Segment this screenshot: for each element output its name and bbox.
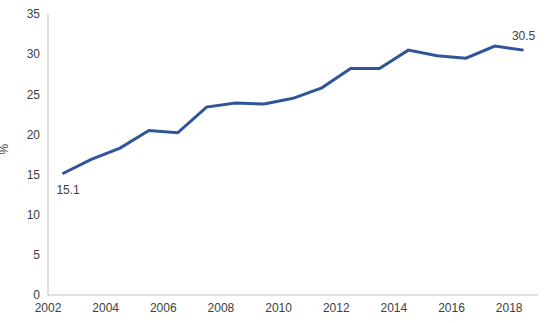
svg-text:2016: 2016 (438, 301, 465, 315)
svg-text:15.1: 15.1 (56, 183, 80, 197)
svg-text:30.5: 30.5 (512, 29, 536, 43)
svg-text:10: 10 (27, 208, 41, 222)
svg-text:2004: 2004 (92, 301, 119, 315)
svg-text:35: 35 (27, 7, 41, 21)
svg-text:%: % (8, 144, 11, 155)
svg-text:20: 20 (27, 128, 41, 142)
svg-text:5: 5 (33, 248, 40, 262)
svg-text:2018: 2018 (496, 301, 523, 315)
svg-text:2010: 2010 (265, 301, 292, 315)
svg-text:2014: 2014 (381, 301, 408, 315)
svg-text:15: 15 (27, 168, 41, 182)
svg-text:2006: 2006 (150, 301, 177, 315)
svg-text:25: 25 (27, 88, 41, 102)
svg-text:2002: 2002 (35, 301, 62, 315)
svg-text:2008: 2008 (208, 301, 235, 315)
svg-text:0: 0 (33, 288, 40, 302)
svg-text:30: 30 (27, 47, 41, 61)
svg-text:2012: 2012 (323, 301, 350, 315)
